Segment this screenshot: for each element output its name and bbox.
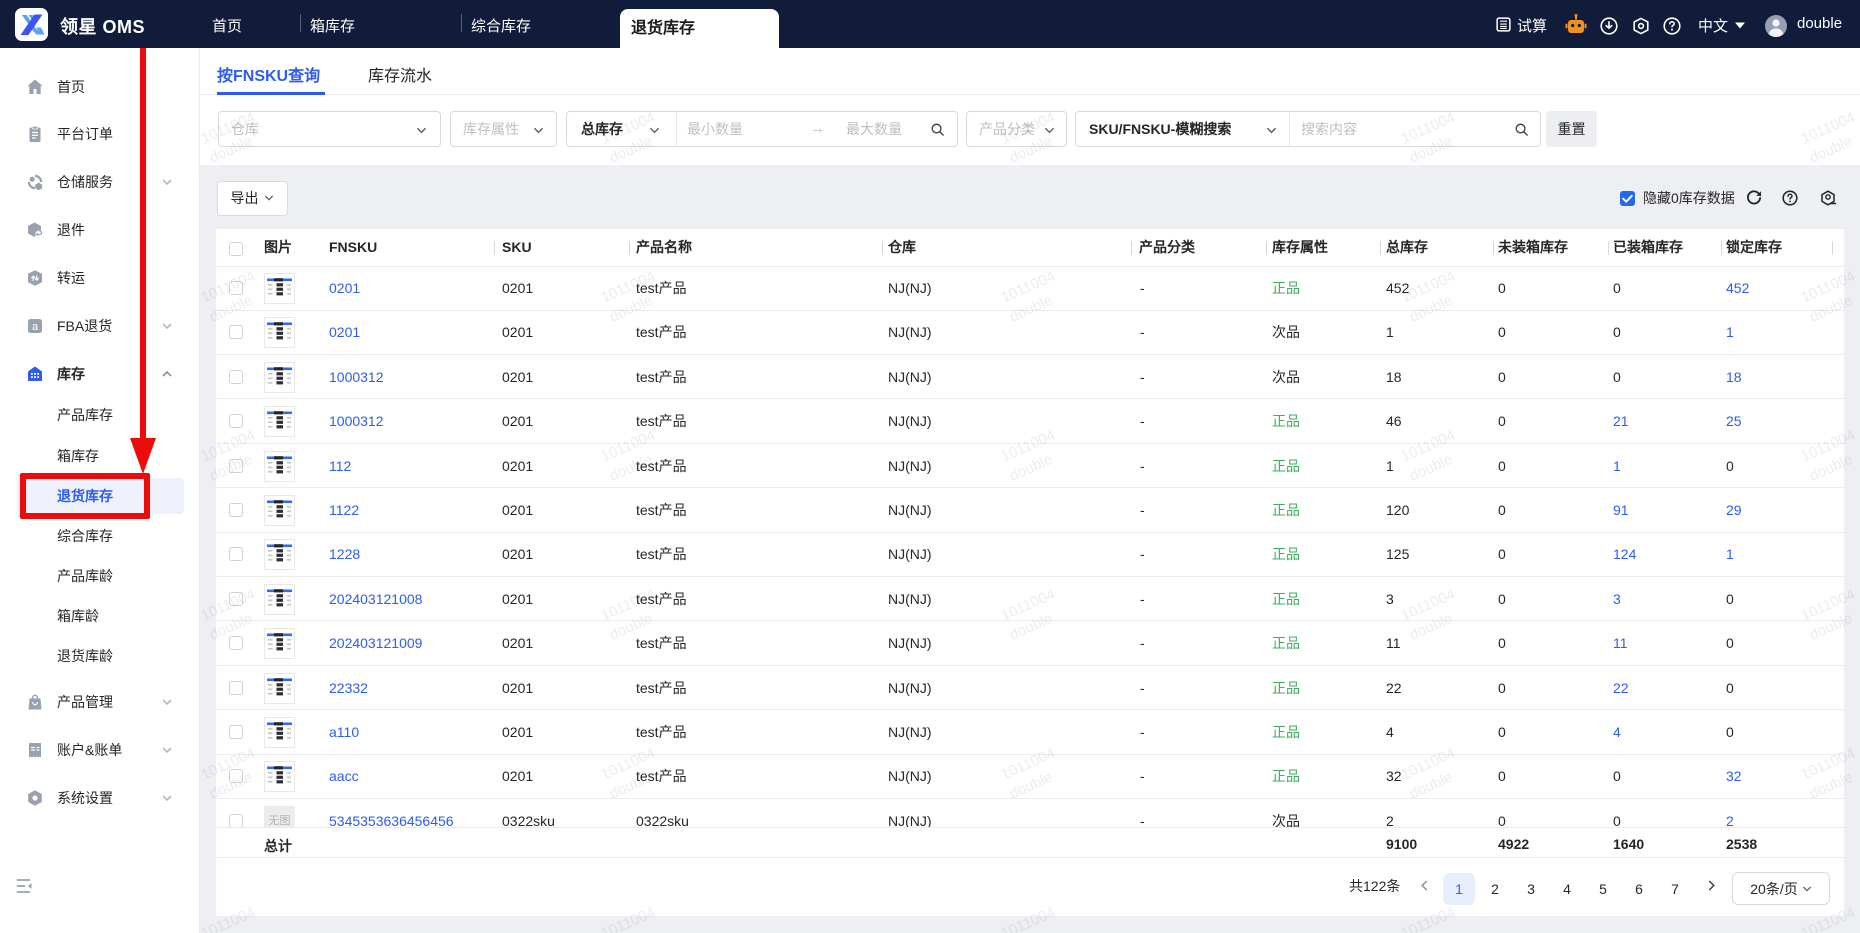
svg-text:a: a [32, 321, 39, 333]
